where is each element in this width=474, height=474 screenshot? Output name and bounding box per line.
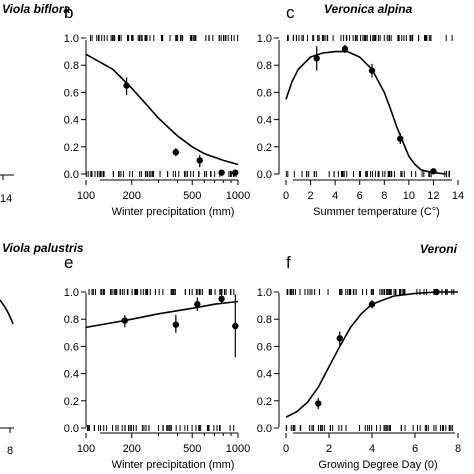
panel-f-y-tick-label: 0.6 — [257, 341, 272, 353]
panel-f-species-title: Veroni — [420, 242, 458, 256]
panel-f-y-tick-label: 0.4 — [257, 369, 272, 381]
partial-panel-a-title: Viola biflora — [2, 2, 71, 16]
panel-b-data-point — [123, 82, 130, 89]
panel-b-data-point — [196, 157, 203, 164]
panel-f-x-tick-label: 8 — [455, 443, 461, 455]
panel-f-letter: f — [286, 253, 291, 272]
panel-e-x-axis-title: Winter precipitation (mm) — [112, 459, 235, 471]
panel-c-y-tick-label: 0.4 — [257, 115, 272, 127]
panel-e-y-tick-label: 1.0 — [64, 287, 79, 299]
panel-b: b 100 200 500 1000 0.0 0.2 0.4 0.6 0.8 1.0 Winter … — [64, 3, 251, 218]
panel-e-data-point — [194, 301, 201, 308]
panel-f-data-point — [368, 301, 376, 308]
panel-b-letter: b — [64, 3, 73, 22]
panel-b-x-tick-label: 500 — [183, 190, 201, 202]
panel-c-x-tick-label: 6 — [357, 190, 363, 202]
panel-c-x-tick-label: 14 — [452, 190, 464, 202]
panel-b-data-point — [232, 169, 239, 176]
panel-e-data-point — [218, 295, 225, 302]
panel-c-x-tick-label: 8 — [381, 190, 387, 202]
panel-f-y-tick-label: 0.2 — [257, 396, 272, 408]
panel-f-data-point — [315, 400, 322, 407]
panel-c-x-tick-label: 10 — [403, 190, 415, 202]
panel-e-y-tick-label: 0.6 — [64, 341, 79, 353]
panel-b-x-axis-title: Winter precipitation (mm) — [112, 206, 235, 218]
panel-b-x-tick-label: 200 — [123, 190, 141, 202]
panel-f-y-tick-label: 0.8 — [257, 314, 272, 326]
partial-panel-d: 8 Viola palustris — [0, 241, 84, 457]
panel-c-data-point — [313, 55, 320, 62]
panel-f-fitted-curve — [285, 291, 458, 418]
panel-e-x-tick-label: 100 — [77, 443, 95, 455]
panel-f: f Veroni 0 2 4 6 8 0.0 0.2 0.4 0.6 0.8 1.0 Growing … — [257, 242, 461, 471]
panel-b-y-tick-label: 0.2 — [64, 142, 79, 154]
partial-panel-a-tick-label: 14 — [0, 193, 12, 205]
panel-c-y-tick-label: 0.2 — [257, 142, 272, 154]
panel-c-y-tick-label: 0.8 — [257, 60, 272, 72]
partial-panel-a: 14 Viola biflora — [0, 2, 71, 205]
panel-e-y-tick-label: 0.4 — [64, 369, 79, 381]
panel-c-y-tick-label: 0.6 — [257, 87, 272, 99]
panel-f-data-point — [336, 335, 343, 342]
panel-b-y-tick-label: 0.6 — [64, 87, 79, 99]
panel-b-x-tick-label: 100 — [77, 190, 95, 202]
panel-c-species-title: Veronica alpina — [324, 2, 413, 16]
panel-f-x-tick-label: 4 — [369, 443, 375, 455]
panel-b-y-tick-label: 0.8 — [64, 60, 79, 72]
panel-e-letter: e — [64, 253, 73, 272]
panel-b-x-tick-label: 1000 — [226, 190, 250, 202]
panel-f-x-tick-label: 2 — [326, 443, 332, 455]
panel-b-data-point — [218, 169, 225, 176]
panel-e: e 100 200 500 1000 0.0 0.2 0.4 0.6 0.8 1.0 Winter … — [64, 253, 251, 471]
panel-f-x-axis-title: Growing Degree Day (0) — [318, 459, 437, 471]
panel-c-x-tick-label: 0 — [283, 190, 289, 202]
panel-c-letter: c — [286, 3, 295, 22]
panel-e-y-tick-label: 0.0 — [64, 423, 79, 435]
partial-panel-d-tick-label: 8 — [7, 445, 13, 457]
panel-e-x-tick-label: 500 — [183, 443, 201, 455]
panel-c-data-point — [397, 135, 404, 142]
panel-c-y-tick-label: 1.0 — [257, 33, 272, 45]
partial-panel-d-curve — [0, 299, 14, 325]
panel-c-fitted-curve — [285, 50, 446, 175]
panel-e-data-point — [172, 321, 180, 328]
panel-c: c Veronica alpina 0 2 4 6 8 10 12 14 0.0 0.2 0.4 0.… — [257, 2, 464, 218]
panel-c-data-point — [430, 168, 437, 175]
panel-f-y-tick-label: 0.0 — [257, 423, 272, 435]
panel-b-data-point — [172, 149, 180, 156]
panel-e-fitted-curve — [85, 300, 239, 329]
panel-b-fitted-curve — [85, 53, 239, 166]
panel-e-y-tick-label: 0.8 — [64, 314, 79, 326]
panel-f-data-point — [433, 288, 440, 296]
panel-e-y-tick-label: 0.2 — [64, 396, 79, 408]
panel-b-y-tick-label: 0.0 — [64, 169, 79, 181]
panel-c-x-tick-label: 2 — [308, 190, 314, 202]
panel-e-x-tick-label: 1000 — [226, 443, 250, 455]
panel-e-data-point — [232, 322, 239, 330]
panel-f-y-tick-label: 1.0 — [257, 287, 272, 299]
panel-c-x-tick-label: 12 — [427, 190, 439, 202]
panel-e-data-point — [121, 317, 129, 324]
partial-panel-d-title: Viola palustris — [2, 241, 84, 255]
panel-c-x-axis-title: Summer temperature (C°) — [313, 206, 440, 218]
panel-c-x-tick-label: 4 — [332, 190, 338, 202]
panel-c-data-point — [368, 67, 376, 74]
panel-f-x-tick-label: 6 — [412, 443, 418, 455]
panel-c-data-point — [341, 45, 349, 53]
panel-f-x-tick-label: 0 — [283, 443, 289, 455]
panel-c-y-tick-label: 0.0 — [257, 169, 272, 181]
panel-b-y-tick-label: 1.0 — [64, 33, 79, 45]
panel-b-y-tick-label: 0.4 — [64, 115, 79, 127]
panel-e-x-tick-label: 200 — [123, 443, 141, 455]
